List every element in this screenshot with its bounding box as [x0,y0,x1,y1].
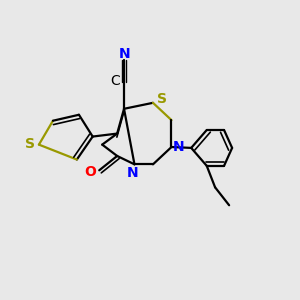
Text: C: C [110,74,120,88]
Text: N: N [119,47,130,61]
Text: N: N [173,140,185,154]
Text: O: O [84,165,96,179]
Text: S: S [157,92,167,106]
Text: S: S [25,137,35,151]
Text: N: N [127,166,139,180]
